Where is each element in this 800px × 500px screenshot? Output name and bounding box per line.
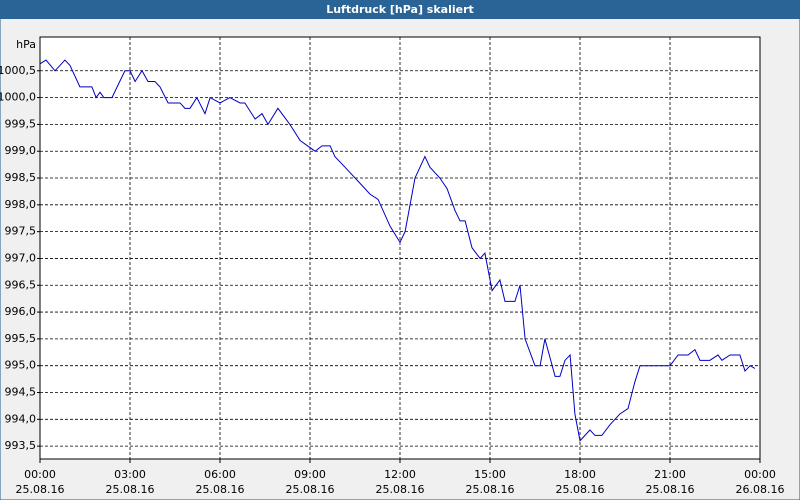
x-tick-label: 00:00 xyxy=(24,468,56,481)
y-tick-label: 998,5 xyxy=(5,171,37,184)
y-tick-label: 997,5 xyxy=(5,225,37,238)
y-tick-label: 994,0 xyxy=(5,412,37,425)
x-tick-label: 18:00 xyxy=(564,468,596,481)
x-tick-date: 25.08.16 xyxy=(16,483,65,496)
y-unit: hPa xyxy=(16,38,36,51)
y-tick-label: 995,5 xyxy=(5,332,37,345)
x-tick-date: 26.08.16 xyxy=(736,483,785,496)
y-tick-label: 993,5 xyxy=(5,439,37,452)
y-tick-label: 996,5 xyxy=(5,278,37,291)
chart-title: Luftdruck [hPa] skaliert xyxy=(326,3,474,16)
y-tick-label: 995,0 xyxy=(5,359,37,372)
x-tick-date: 25.08.16 xyxy=(286,483,335,496)
y-tick-label: 999,5 xyxy=(5,117,37,130)
x-tick-label: 15:00 xyxy=(474,468,506,481)
x-tick-date: 25.08.16 xyxy=(376,483,425,496)
x-tick-label: 09:00 xyxy=(294,468,326,481)
y-tick-label: 999,0 xyxy=(5,144,37,157)
y-tick-label: 1000,0 xyxy=(0,91,36,104)
y-tick-label: 1000,5 xyxy=(0,64,36,77)
x-tick-label: 06:00 xyxy=(204,468,236,481)
title-bar xyxy=(0,0,800,19)
y-tick-label: 996,0 xyxy=(5,305,37,318)
x-tick-label: 12:00 xyxy=(384,468,416,481)
x-tick-date: 25.08.16 xyxy=(106,483,155,496)
x-tick-date: 25.08.16 xyxy=(466,483,515,496)
x-tick-date: 25.08.16 xyxy=(196,483,245,496)
x-tick-label: 00:00 xyxy=(744,468,776,481)
x-tick-label: 03:00 xyxy=(114,468,146,481)
x-tick-date: 25.08.16 xyxy=(556,483,605,496)
y-tick-label: 994,5 xyxy=(5,386,37,399)
data-line xyxy=(39,59,756,442)
x-tick-label: 21:00 xyxy=(654,468,686,481)
y-tick-label: 998,0 xyxy=(5,198,37,211)
y-tick-label: 997,0 xyxy=(5,251,37,264)
x-tick-date: 25.08.16 xyxy=(646,483,695,496)
